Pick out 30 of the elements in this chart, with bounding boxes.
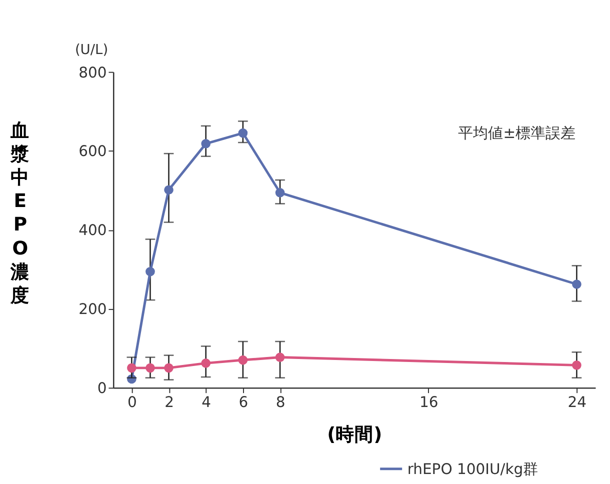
y-tick-label: 0 <box>97 380 107 398</box>
point <box>572 360 582 370</box>
point <box>201 139 211 148</box>
x-tick-label: 8 <box>276 394 286 411</box>
point <box>238 128 248 138</box>
text: (U/L) <box>74 42 108 58</box>
point <box>164 185 174 195</box>
point <box>201 358 211 368</box>
point <box>572 280 582 289</box>
x-axis-title: (時間) <box>327 423 382 446</box>
y-axis-title: 血漿中EPO濃度 <box>10 120 30 307</box>
point <box>275 188 285 198</box>
point <box>146 363 155 373</box>
point <box>127 363 136 373</box>
x-tick-label: 24 <box>568 394 587 411</box>
x-tick-label: 16 <box>419 394 438 411</box>
x-tick-label: 2 <box>164 394 174 411</box>
point <box>275 352 285 362</box>
x-tick-label: 0 <box>127 394 137 411</box>
legend-label: rhEPO 100IU/kg群 <box>407 460 538 478</box>
y-tick-label: 600 <box>78 143 107 160</box>
annotation: 平均値±標準誤差 <box>458 124 576 142</box>
y-tick-label: 200 <box>78 301 107 318</box>
point <box>238 355 248 365</box>
y-tick-label: 400 <box>78 222 107 240</box>
x-tick-label: 6 <box>238 394 248 411</box>
point <box>164 363 174 373</box>
point <box>146 266 155 276</box>
y-tick-label: 800 <box>78 64 107 82</box>
x-tick-label: 4 <box>202 394 212 411</box>
